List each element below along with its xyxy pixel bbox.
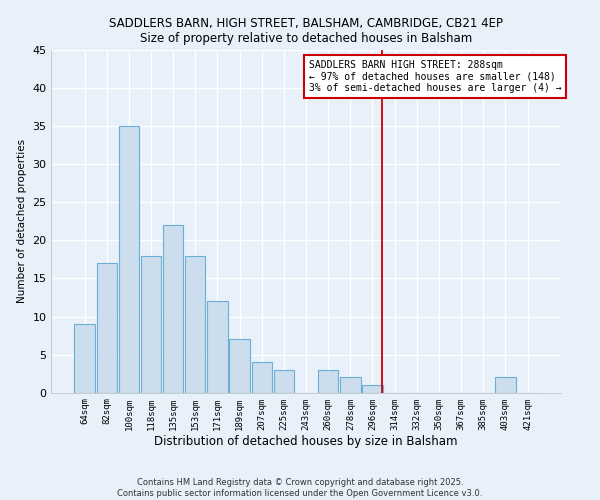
Bar	[229, 340, 250, 392]
Bar	[340, 378, 361, 392]
Y-axis label: Number of detached properties: Number of detached properties	[17, 140, 26, 304]
Bar	[163, 225, 184, 392]
Bar	[318, 370, 338, 392]
Bar	[362, 385, 383, 392]
Bar	[185, 256, 205, 392]
Bar	[251, 362, 272, 392]
Title: SADDLERS BARN, HIGH STREET, BALSHAM, CAMBRIDGE, CB21 4EP
Size of property relati: SADDLERS BARN, HIGH STREET, BALSHAM, CAM…	[109, 16, 503, 44]
Text: SADDLERS BARN HIGH STREET: 288sqm
← 97% of detached houses are smaller (148)
3% : SADDLERS BARN HIGH STREET: 288sqm ← 97% …	[308, 60, 561, 94]
Bar	[119, 126, 139, 392]
Bar	[207, 302, 227, 392]
X-axis label: Distribution of detached houses by size in Balsham: Distribution of detached houses by size …	[154, 436, 458, 448]
Text: Contains HM Land Registry data © Crown copyright and database right 2025.
Contai: Contains HM Land Registry data © Crown c…	[118, 478, 482, 498]
Bar	[495, 378, 515, 392]
Bar	[141, 256, 161, 392]
Bar	[74, 324, 95, 392]
Bar	[274, 370, 294, 392]
Bar	[97, 263, 117, 392]
